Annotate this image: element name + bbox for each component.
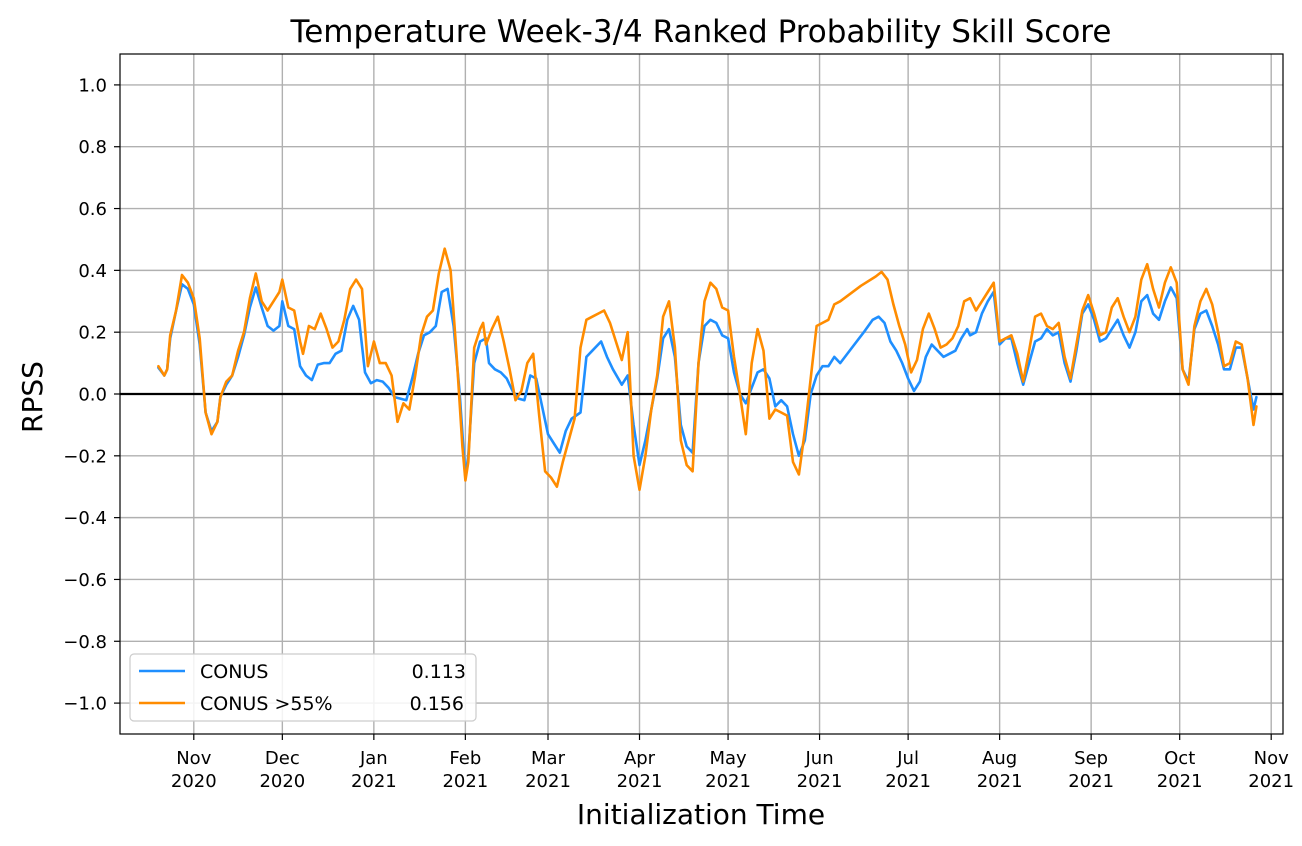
x-tick-month-label: Dec [265, 748, 300, 769]
legend-value-conus: 0.113 [412, 661, 466, 683]
x-tick-year-label: 2021 [1157, 771, 1203, 792]
x-tick-month-label: Feb [449, 748, 481, 769]
x-tick-year-label: 2021 [977, 771, 1023, 792]
x-tick-month-label: Jan [359, 748, 388, 769]
y-tick-label: −0.4 [63, 508, 107, 529]
legend-label-conus-over-55: CONUS >55% [200, 693, 333, 715]
x-tick-year-label: 2020 [259, 771, 305, 792]
x-tick-year-label: 2020 [171, 771, 217, 792]
y-axis-label: RPSS [16, 361, 49, 433]
x-tick-year-label: 2021 [351, 771, 397, 792]
x-tick-month-label: Apr [624, 748, 656, 769]
x-tick-year-label: 2021 [1248, 771, 1294, 792]
x-tick-month-label: Jul [896, 748, 919, 769]
x-tick-month-label: Jun [805, 748, 834, 769]
x-tick-month-label: Mar [531, 748, 566, 769]
y-tick-label: −1.0 [63, 694, 107, 715]
y-axis-ticks: −1.0 −0.8 −0.6 −0.4 −0.2 0.0 0.2 0.4 0.6 0.8 1.0 [63, 75, 120, 715]
x-tick-year-label: 2021 [1068, 771, 1114, 792]
y-tick-label: 0.8 [78, 137, 107, 158]
y-tick-label: 0.4 [78, 261, 107, 282]
y-tick-label: 0.0 [78, 385, 107, 406]
legend-value-conus-over-55: 0.156 [410, 693, 464, 715]
legend-box [129, 653, 477, 722]
chart-title: Temperature Week-3/4 Ranked Probability … [290, 14, 1112, 50]
y-tick-label: 1.0 [78, 75, 107, 96]
x-tick-year-label: 2021 [525, 771, 571, 792]
y-tick-label: 0.6 [78, 199, 107, 220]
legend: CONUS 0.113 CONUS >55% 0.156 [129, 653, 477, 722]
x-tick-year-label: 2021 [442, 771, 488, 792]
x-tick-month-label: May [709, 748, 747, 769]
y-tick-label: 0.2 [78, 323, 107, 344]
x-tick-year-label: 2021 [705, 771, 751, 792]
series-line-conus-over-55 [157, 247, 1258, 492]
y-tick-label: −0.8 [63, 632, 107, 653]
x-tick-month-label: Oct [1164, 748, 1195, 769]
series-layer [157, 247, 1258, 492]
y-tick-label: −0.6 [63, 570, 107, 591]
x-axis-ticks: Nov2020Dec2020Jan2021Feb2021Mar2021Apr20… [171, 734, 1294, 792]
x-tick-month-label: Nov [1254, 748, 1289, 769]
x-tick-month-label: Nov [176, 748, 211, 769]
y-tick-label: −0.2 [63, 446, 107, 467]
x-tick-month-label: Aug [982, 748, 1017, 769]
x-tick-year-label: 2021 [885, 771, 931, 792]
legend-label-conus: CONUS [200, 661, 268, 683]
x-tick-year-label: 2021 [797, 771, 843, 792]
x-tick-month-label: Sep [1074, 748, 1108, 769]
x-axis-label: Initialization Time [577, 798, 825, 831]
x-tick-year-label: 2021 [617, 771, 663, 792]
